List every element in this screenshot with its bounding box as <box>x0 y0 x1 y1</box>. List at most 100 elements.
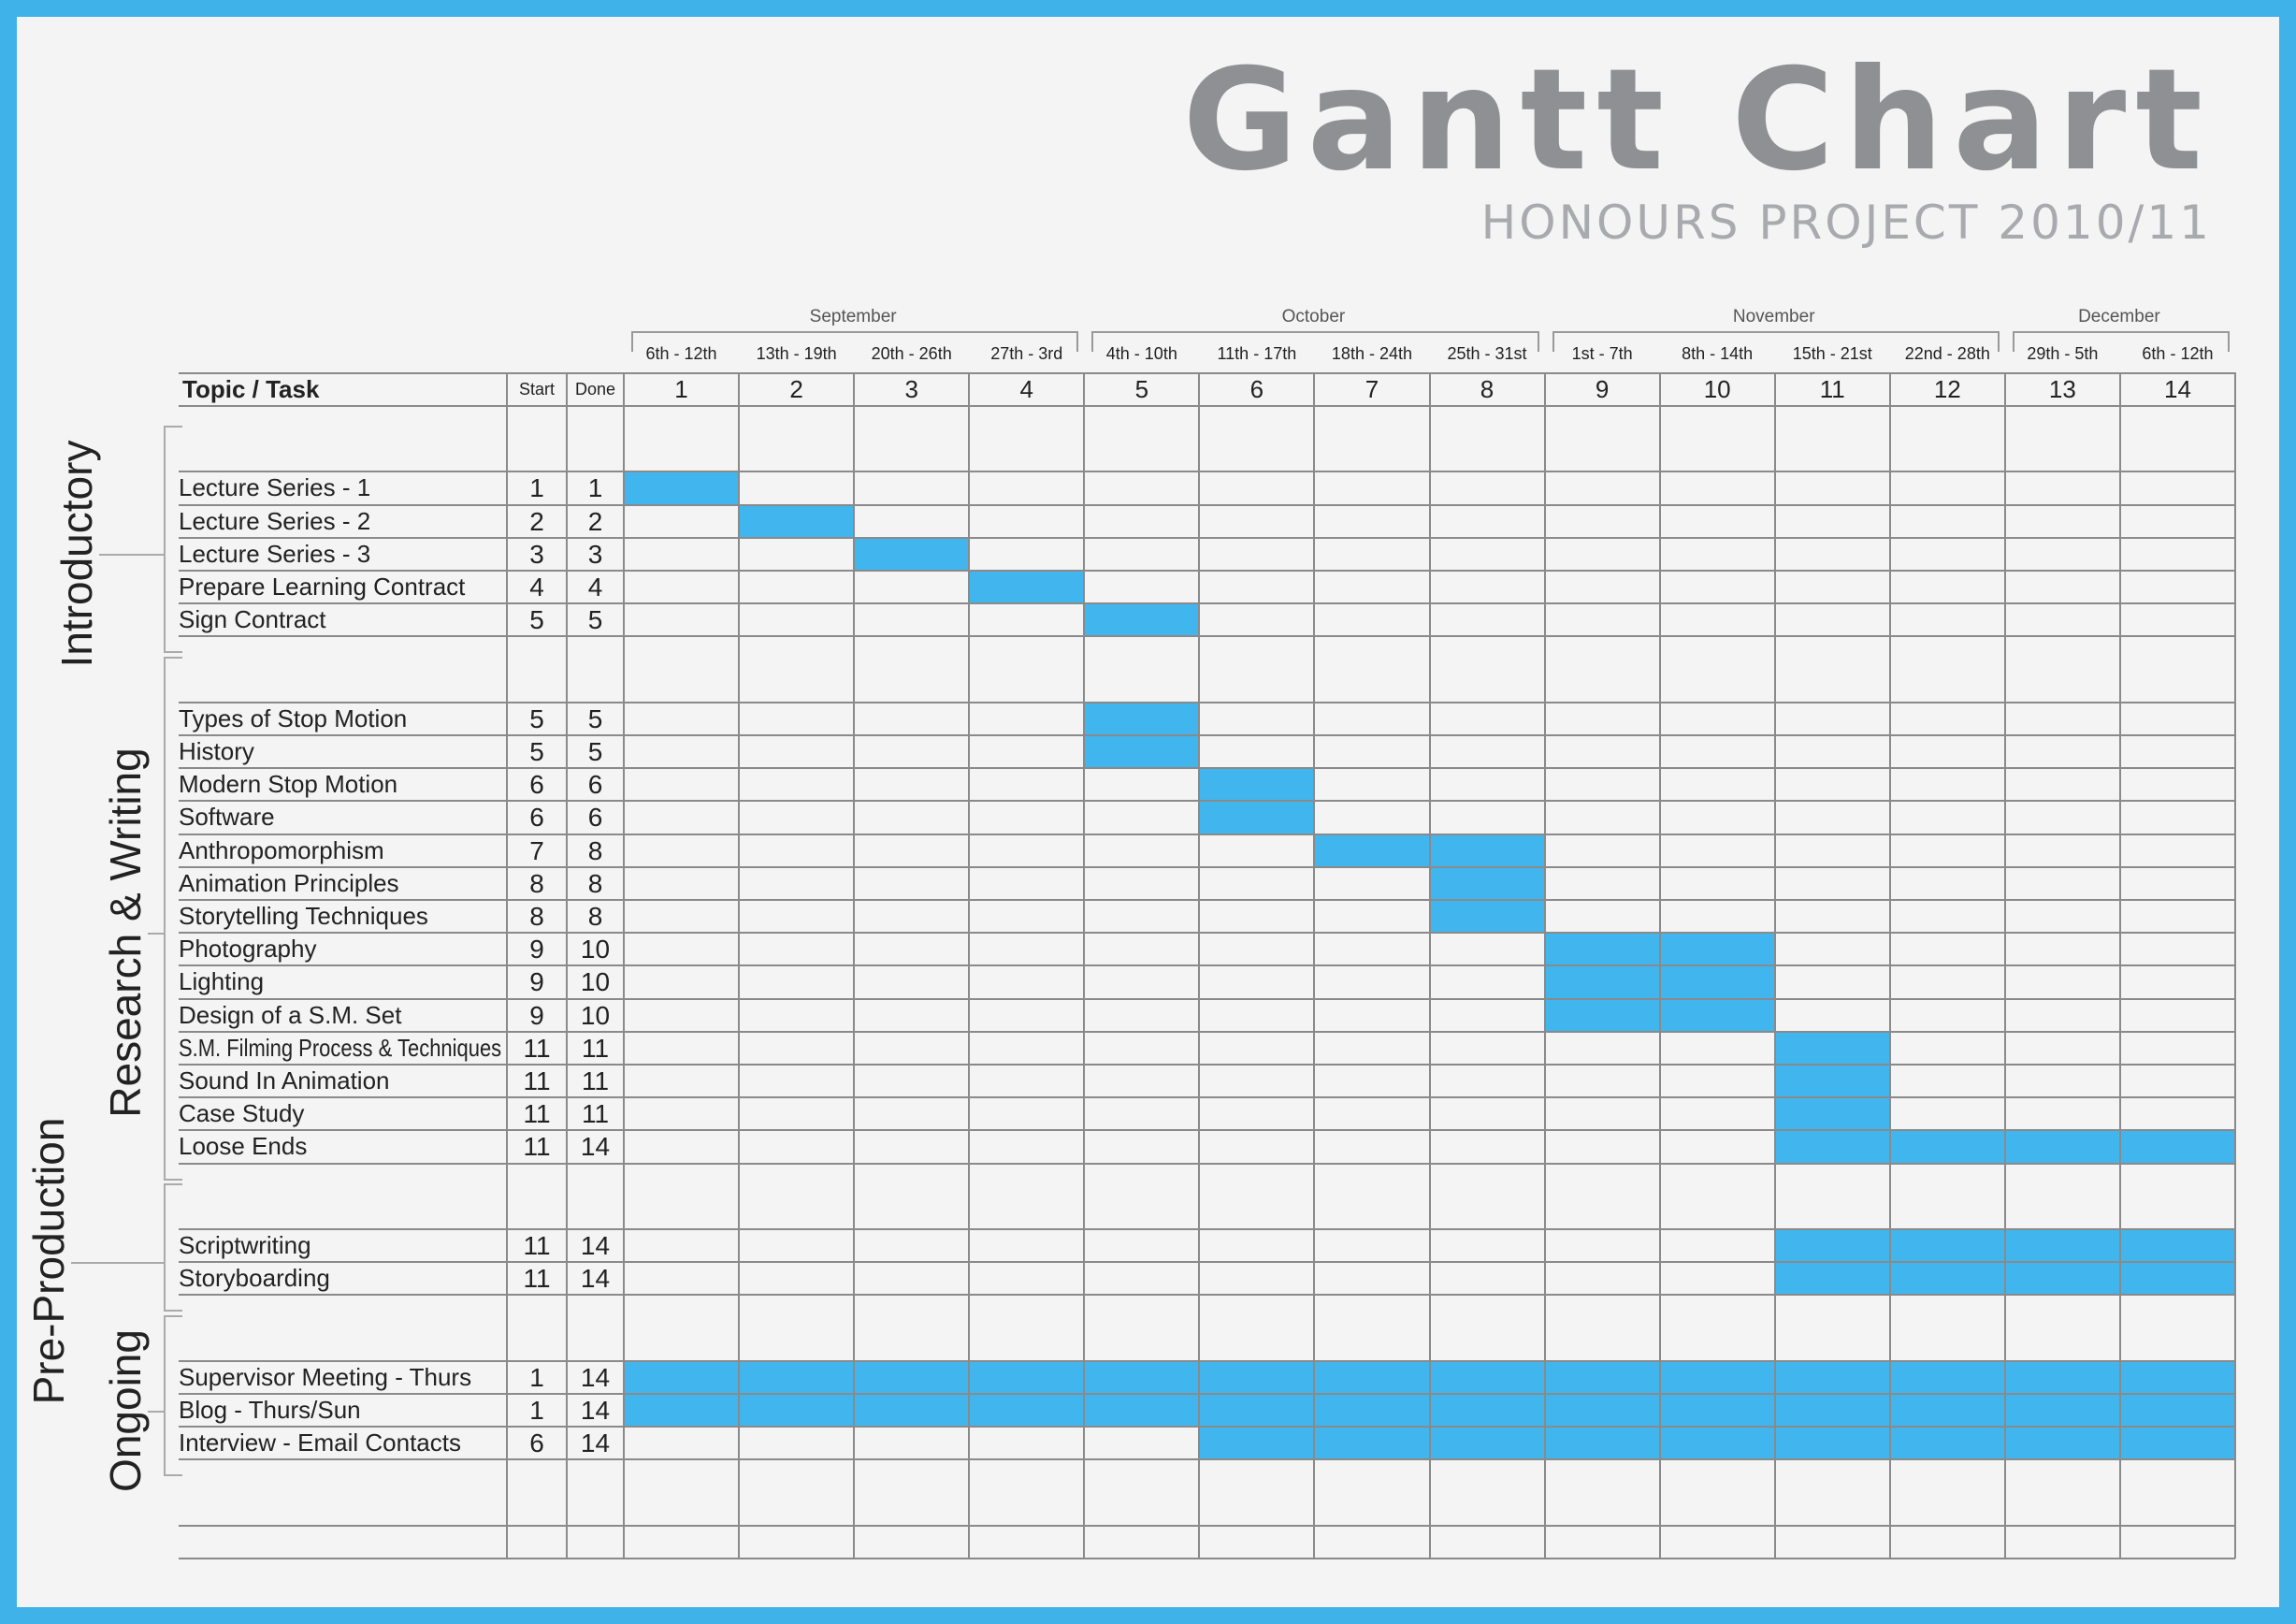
task-bar <box>1429 866 1545 900</box>
task-bar <box>1774 1065 1890 1098</box>
grid-line <box>2003 372 2006 1559</box>
task-label: Case Study <box>179 1099 305 1128</box>
chart-subtitle: HONOURS PROJECT 2010/11 <box>1480 196 2212 250</box>
group-connector <box>99 554 164 557</box>
grid-line <box>179 932 2235 935</box>
week-number: 5 <box>1134 375 1149 403</box>
done-value: 11 <box>581 1099 610 1129</box>
week-range-label: 8th - 14th <box>1682 344 1754 363</box>
start-value: 1 <box>529 473 544 503</box>
task-bar <box>1084 735 1200 769</box>
week-number: 2 <box>789 375 803 403</box>
month-bracket <box>1091 331 1539 352</box>
start-value: 7 <box>529 835 544 865</box>
start-value: 11 <box>523 1264 551 1294</box>
chart-panel: Gantt Chart HONOURS PROJECT 2010/11 Sept… <box>17 17 2279 1607</box>
grid-line <box>179 997 2235 1000</box>
week-number: 11 <box>1819 375 1845 403</box>
start-value: 6 <box>529 1428 544 1458</box>
grid-line <box>179 471 2235 473</box>
task-label: Lecture Series - 3 <box>179 539 371 568</box>
week-number: 9 <box>1595 375 1610 403</box>
grid-line <box>179 536 2235 539</box>
month-label: September <box>809 307 897 326</box>
grid-line <box>179 1393 2235 1395</box>
task-bar <box>1774 1031 1890 1065</box>
grid-line <box>179 701 2235 703</box>
week-number: 13 <box>2048 375 2076 403</box>
week-range-label: 1st - 7th <box>1571 344 1633 363</box>
week-range-label: 25th - 31st <box>1447 344 1527 363</box>
task-bar <box>1199 1427 2235 1460</box>
group-bracket <box>164 1314 182 1477</box>
month-bracket <box>1552 331 2000 352</box>
week-range-label: 29th - 5th <box>2027 344 2099 363</box>
task-label: Lecture Series - 2 <box>179 506 371 535</box>
week-number: 6 <box>1249 375 1264 403</box>
task-bar <box>624 471 740 505</box>
done-value: 10 <box>580 967 611 997</box>
done-value: 8 <box>587 835 603 865</box>
done-value: 1 <box>587 473 603 503</box>
grid-line <box>1888 372 1891 1559</box>
week-number: 3 <box>904 375 918 403</box>
month-bracket <box>2012 331 2230 352</box>
grid-line <box>506 372 508 1559</box>
grid-line <box>968 372 971 1559</box>
grid-line <box>179 964 2235 967</box>
done-value: 6 <box>587 770 603 800</box>
grid-line <box>1428 372 1431 1559</box>
done-value: 8 <box>587 902 603 931</box>
done-value: 4 <box>587 573 603 602</box>
header-task: Topic / Task <box>182 375 320 403</box>
task-label: Blog - Thurs/Sun <box>179 1396 361 1424</box>
start-value: 11 <box>523 1099 551 1129</box>
group-label: Introductory <box>52 440 101 668</box>
grid-line <box>179 372 2235 374</box>
grid-line <box>179 865 2235 868</box>
task-label: Types of Stop Motion <box>179 703 408 732</box>
week-range-label: 4th - 10th <box>1105 344 1177 363</box>
week-number: 1 <box>674 375 688 403</box>
week-number: 8 <box>1480 375 1495 403</box>
task-label: History <box>179 737 254 765</box>
month-label: November <box>1732 307 1815 326</box>
start-value: 11 <box>523 1066 551 1095</box>
grid-line <box>179 503 2235 506</box>
grid-line <box>179 767 2235 770</box>
start-value: 8 <box>529 868 544 898</box>
week-range-label: 22nd - 28th <box>1904 344 1990 363</box>
grid-line <box>1198 372 1201 1559</box>
done-value: 5 <box>587 703 603 733</box>
grid-line <box>179 1558 2235 1559</box>
done-value: 11 <box>581 1033 610 1063</box>
grid-line <box>179 570 2235 572</box>
grid-line <box>1313 372 1316 1559</box>
task-label: S.M. Filming Process & Techniques <box>179 1033 502 1062</box>
grid-line <box>623 372 625 1559</box>
task-bar <box>969 571 1085 604</box>
task-label: Photography <box>179 935 317 964</box>
grid-line <box>179 1030 2235 1033</box>
task-label: Storyboarding <box>179 1264 330 1293</box>
task-label: Sound In Animation <box>179 1066 390 1095</box>
done-value: 5 <box>587 737 603 766</box>
chart-title: Gantt Chart <box>1182 39 2212 202</box>
start-value: 5 <box>529 703 544 733</box>
task-bar <box>854 537 970 571</box>
task-label: Storytelling Techniques <box>179 902 428 930</box>
start-value: 9 <box>529 1000 544 1030</box>
start-value: 4 <box>529 573 544 602</box>
task-label: Lecture Series - 1 <box>179 473 371 502</box>
task-label: Anthropomorphism <box>179 835 384 864</box>
week-range-label: 27th - 3rd <box>990 344 1063 363</box>
grid-line <box>179 1261 2235 1264</box>
week-range-label: 20th - 26th <box>871 344 952 363</box>
grid-line <box>179 1458 2235 1461</box>
grid-line <box>179 1359 2235 1362</box>
done-value: 11 <box>581 1066 610 1095</box>
done-value: 14 <box>580 1396 611 1425</box>
month-label: October <box>1281 307 1346 326</box>
group-connector <box>148 1410 164 1413</box>
